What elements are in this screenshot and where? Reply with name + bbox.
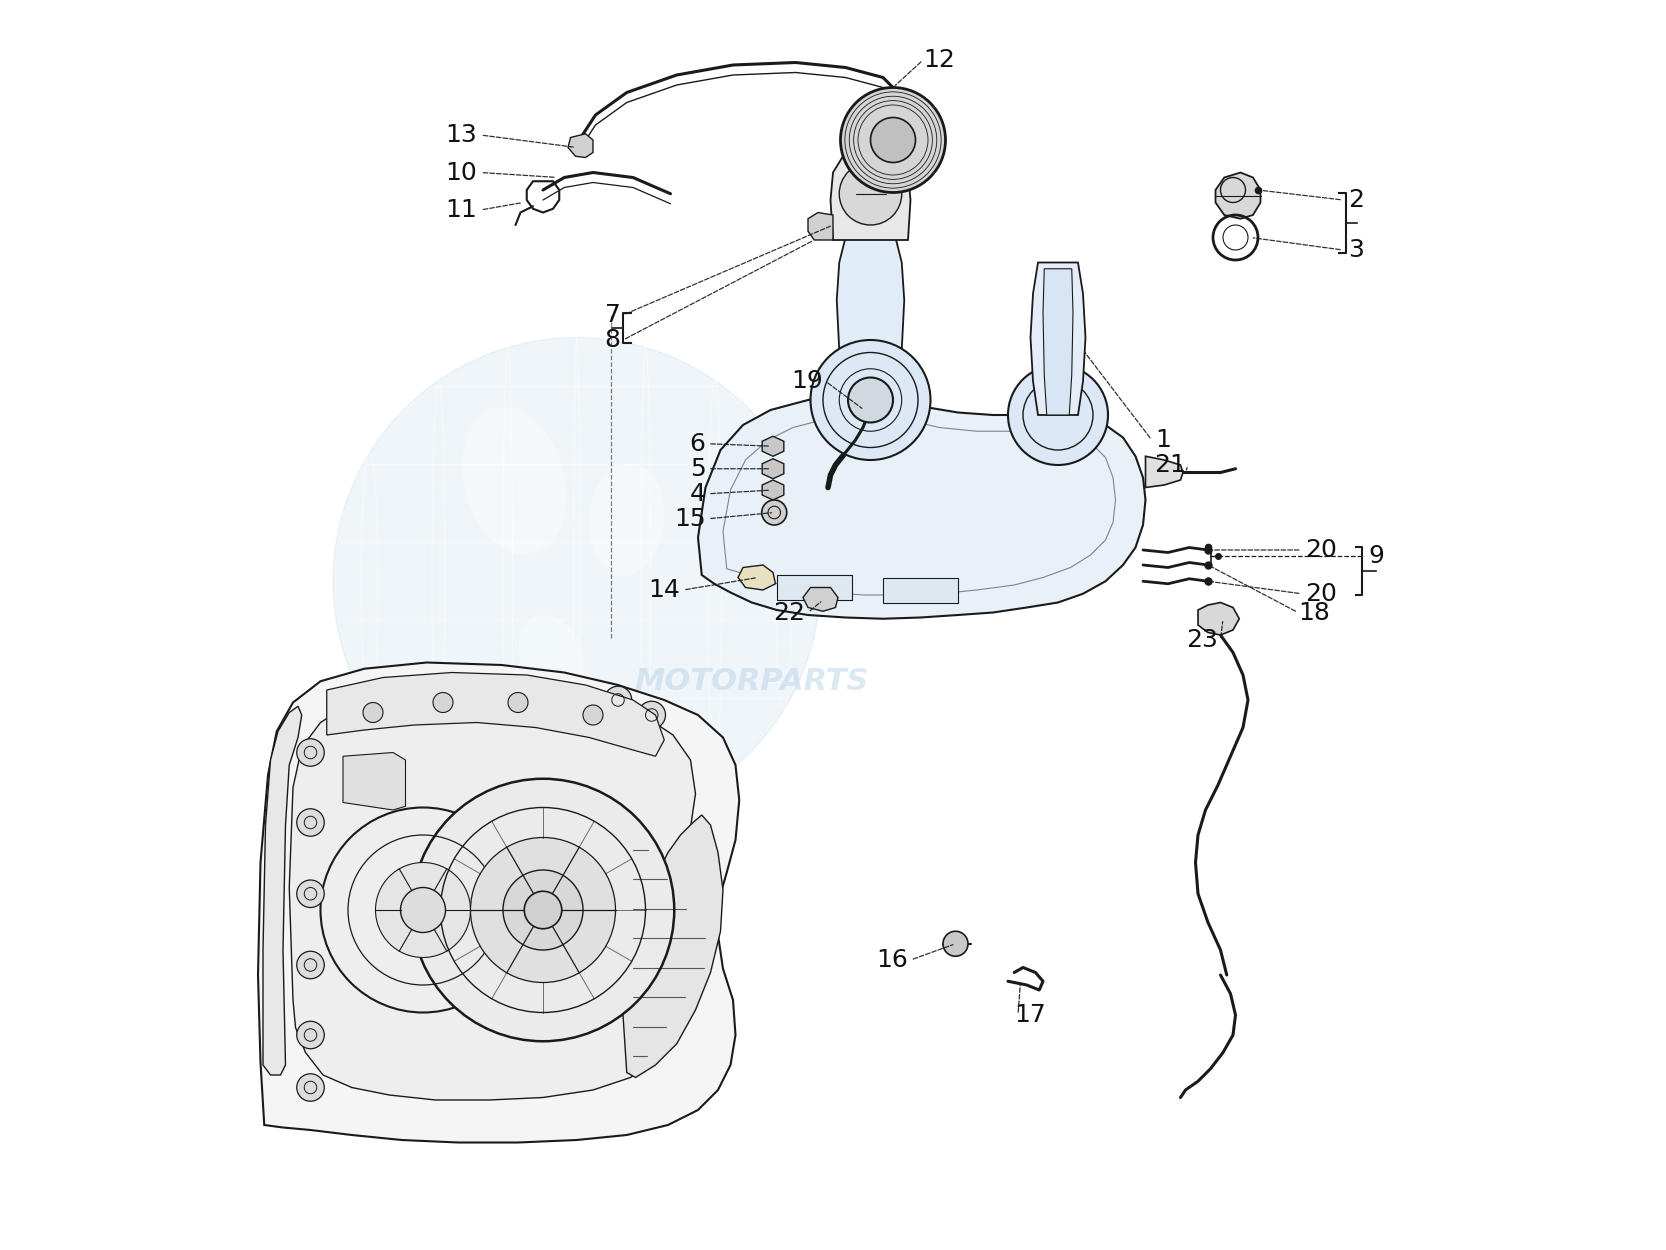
Circle shape <box>375 862 470 958</box>
Polygon shape <box>258 662 740 1142</box>
Polygon shape <box>1216 173 1261 219</box>
Circle shape <box>297 1074 325 1101</box>
Text: 6: 6 <box>690 431 705 456</box>
Text: 12: 12 <box>923 48 955 72</box>
Polygon shape <box>698 394 1146 619</box>
Polygon shape <box>761 436 783 456</box>
Circle shape <box>433 693 453 712</box>
Ellipse shape <box>518 614 585 699</box>
Polygon shape <box>761 480 783 500</box>
Text: 9: 9 <box>1368 544 1384 569</box>
Circle shape <box>503 870 583 950</box>
Text: 11: 11 <box>445 198 476 222</box>
Circle shape <box>840 162 901 225</box>
Circle shape <box>605 686 631 714</box>
Circle shape <box>297 739 325 766</box>
Text: 16: 16 <box>876 948 908 972</box>
Circle shape <box>363 703 383 722</box>
Polygon shape <box>290 685 695 1100</box>
Text: 2: 2 <box>1348 188 1364 213</box>
Circle shape <box>848 378 893 423</box>
Text: 20: 20 <box>1306 581 1338 606</box>
Text: 10: 10 <box>445 160 476 185</box>
Polygon shape <box>263 706 302 1075</box>
Circle shape <box>297 951 325 979</box>
Text: 7: 7 <box>605 302 620 328</box>
Polygon shape <box>836 238 905 400</box>
Polygon shape <box>803 588 838 611</box>
Text: 14: 14 <box>648 578 680 602</box>
Text: 15: 15 <box>673 506 705 531</box>
Text: MOTORPARTS: MOTORPARTS <box>635 666 870 696</box>
Circle shape <box>412 779 675 1041</box>
Circle shape <box>943 931 968 956</box>
Polygon shape <box>623 815 723 1078</box>
Text: 22: 22 <box>773 600 805 625</box>
Text: 21: 21 <box>1153 452 1186 478</box>
Circle shape <box>297 880 325 908</box>
Text: 23: 23 <box>1186 628 1218 652</box>
Circle shape <box>508 693 528 712</box>
Circle shape <box>761 500 786 525</box>
Polygon shape <box>343 752 405 810</box>
Circle shape <box>297 809 325 836</box>
Polygon shape <box>1031 262 1086 415</box>
Polygon shape <box>568 134 593 158</box>
Polygon shape <box>883 578 958 602</box>
Circle shape <box>583 705 603 725</box>
Circle shape <box>525 891 561 929</box>
Circle shape <box>1008 365 1108 465</box>
Circle shape <box>320 808 525 1012</box>
Polygon shape <box>1146 456 1183 488</box>
Polygon shape <box>327 672 665 756</box>
Text: 19: 19 <box>791 369 823 394</box>
Ellipse shape <box>461 408 566 555</box>
Polygon shape <box>1043 269 1073 415</box>
Text: 13: 13 <box>445 122 476 148</box>
Circle shape <box>470 838 615 982</box>
Text: 3: 3 <box>1348 238 1364 262</box>
Ellipse shape <box>590 462 665 575</box>
Polygon shape <box>776 575 851 600</box>
Text: 1: 1 <box>1156 428 1171 452</box>
Text: 20: 20 <box>1306 538 1338 562</box>
Text: 4: 4 <box>690 481 705 506</box>
Polygon shape <box>808 213 833 240</box>
Circle shape <box>810 340 931 460</box>
Polygon shape <box>1198 602 1240 635</box>
Text: 5: 5 <box>690 456 705 481</box>
Polygon shape <box>761 459 783 479</box>
Circle shape <box>297 1021 325 1049</box>
Circle shape <box>333 338 820 825</box>
Polygon shape <box>830 148 911 240</box>
Circle shape <box>871 118 916 162</box>
Text: 18: 18 <box>1298 600 1329 625</box>
Circle shape <box>400 888 445 932</box>
Circle shape <box>841 88 946 192</box>
Circle shape <box>638 701 665 729</box>
Text: 8: 8 <box>605 328 620 352</box>
Text: 17: 17 <box>1015 1003 1046 1028</box>
Polygon shape <box>738 565 775 590</box>
